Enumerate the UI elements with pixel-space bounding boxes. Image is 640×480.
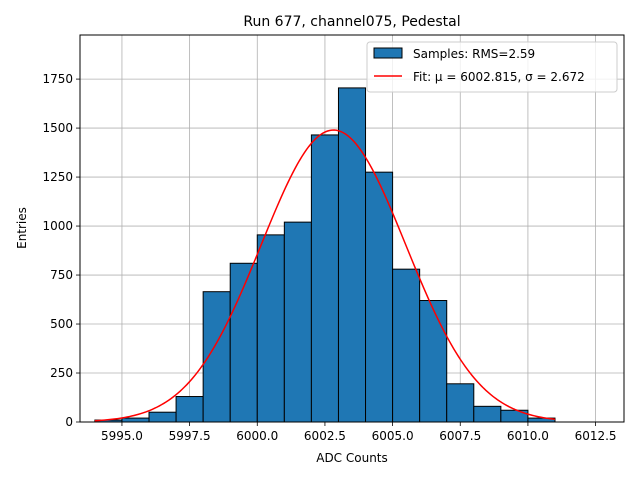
y-tick-label: 1500	[42, 121, 73, 135]
y-tick-label: 250	[50, 366, 73, 380]
chart-title: Run 677, channel075, Pedestal	[243, 14, 460, 30]
x-tick-label: 6007.5	[439, 429, 481, 443]
x-tick-label: 5995.0	[101, 429, 143, 443]
x-tick-label: 6002.5	[304, 429, 346, 443]
y-tick-label: 1000	[42, 219, 73, 233]
legend-histogram-swatch	[373, 47, 403, 59]
x-tick-label: 6010.0	[507, 429, 549, 443]
y-tick-label: 0	[65, 415, 73, 429]
y-axis-ticks: 0 250 500 750 1000 1250 1500 1750	[42, 72, 80, 429]
histogram-bar	[148, 411, 177, 423]
x-axis-ticks: 5995.0 5997.5 6000.0 6002.5 6005.0 6007.5 6010…	[101, 422, 617, 443]
y-tick-label: 1250	[42, 170, 73, 184]
legend-box	[366, 41, 618, 93]
histogram-bar	[365, 171, 394, 423]
legend-histogram-label: Samples: RMS=2.59	[413, 47, 535, 61]
histogram-bar	[337, 87, 367, 423]
legend: Samples: RMS=2.59 Fit: μ = 6002.815, σ =…	[366, 41, 618, 93]
legend-fit-label: Fit: μ = 6002.815, σ = 2.672	[413, 70, 585, 84]
fit-curve	[94, 129, 556, 422]
y-tick-label: 500	[50, 317, 73, 331]
histogram-bar	[229, 262, 258, 423]
histogram-bar	[500, 409, 529, 423]
histogram-bar	[283, 221, 312, 423]
x-tick-label: 6005.0	[372, 429, 414, 443]
histogram-bar	[419, 300, 448, 423]
plot-area	[79, 34, 625, 423]
y-tick-label: 1750	[42, 72, 73, 86]
x-tick-label: 6000.0	[236, 429, 278, 443]
histogram-bar	[121, 417, 150, 423]
y-axis-label: Entries	[15, 207, 29, 249]
y-tick-label: 750	[50, 268, 73, 282]
x-tick-label: 5997.5	[169, 429, 211, 443]
histogram-bar	[310, 134, 339, 423]
histogram-bar	[202, 291, 231, 423]
x-tick-label: 6012.5	[575, 429, 617, 443]
histogram-bar	[392, 268, 421, 423]
axes-frame	[79, 34, 625, 423]
histogram-bar	[473, 405, 502, 423]
histogram-bar	[175, 396, 204, 423]
histogram-bar	[446, 383, 475, 423]
histogram-bars	[94, 87, 556, 423]
histogram-bar	[256, 234, 285, 423]
x-axis-label: ADC Counts	[316, 451, 388, 465]
fit-curve-line	[94, 129, 556, 422]
